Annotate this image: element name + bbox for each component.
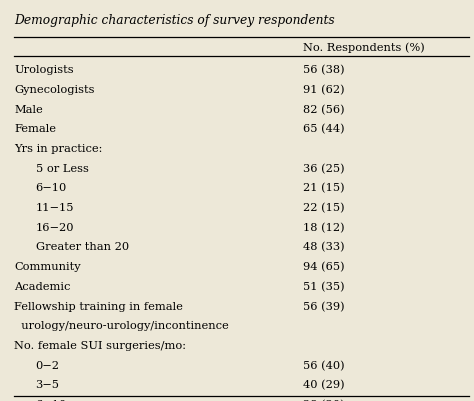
Text: No. female SUI surgeries/mo:: No. female SUI surgeries/mo: [14,340,186,350]
Text: Academic: Academic [14,281,71,291]
Text: 56 (39): 56 (39) [303,301,345,311]
Text: 11−15: 11−15 [36,203,74,213]
Text: Gynecologists: Gynecologists [14,85,95,95]
Text: 48 (33): 48 (33) [303,242,345,252]
Text: 51 (35): 51 (35) [303,281,345,292]
Text: 0−2: 0−2 [36,360,60,370]
Text: 40 (29): 40 (29) [303,379,345,390]
Text: 21 (15): 21 (15) [303,183,345,193]
Text: 18 (12): 18 (12) [303,222,345,233]
Text: 6−10: 6−10 [36,399,67,401]
Text: 6−10: 6−10 [36,183,67,193]
Text: 56 (40): 56 (40) [303,360,345,370]
Text: Urologists: Urologists [14,65,74,75]
Text: 22 (15): 22 (15) [303,203,345,213]
Text: 5 or Less: 5 or Less [36,163,89,173]
Text: urology/neuro-urology/incontinence: urology/neuro-urology/incontinence [14,320,229,330]
Text: Demographic characteristics of survey respondents: Demographic characteristics of survey re… [14,14,335,27]
Text: 36 (25): 36 (25) [303,163,345,174]
Text: Female: Female [14,124,56,134]
Text: Community: Community [14,261,81,271]
Text: 65 (44): 65 (44) [303,124,345,134]
Text: 94 (65): 94 (65) [303,261,345,272]
Text: 3−5: 3−5 [36,379,60,389]
Text: 56 (38): 56 (38) [303,65,345,75]
Text: 16−20: 16−20 [36,222,74,232]
Text: 28 (20): 28 (20) [303,399,345,401]
Text: No. Respondents (%): No. Respondents (%) [303,42,425,53]
Text: Fellowship training in female: Fellowship training in female [14,301,183,311]
Text: 82 (56): 82 (56) [303,104,345,115]
Text: Male: Male [14,104,43,114]
Text: Yrs in practice:: Yrs in practice: [14,144,102,154]
Text: Greater than 20: Greater than 20 [36,242,128,252]
Text: 91 (62): 91 (62) [303,85,345,95]
